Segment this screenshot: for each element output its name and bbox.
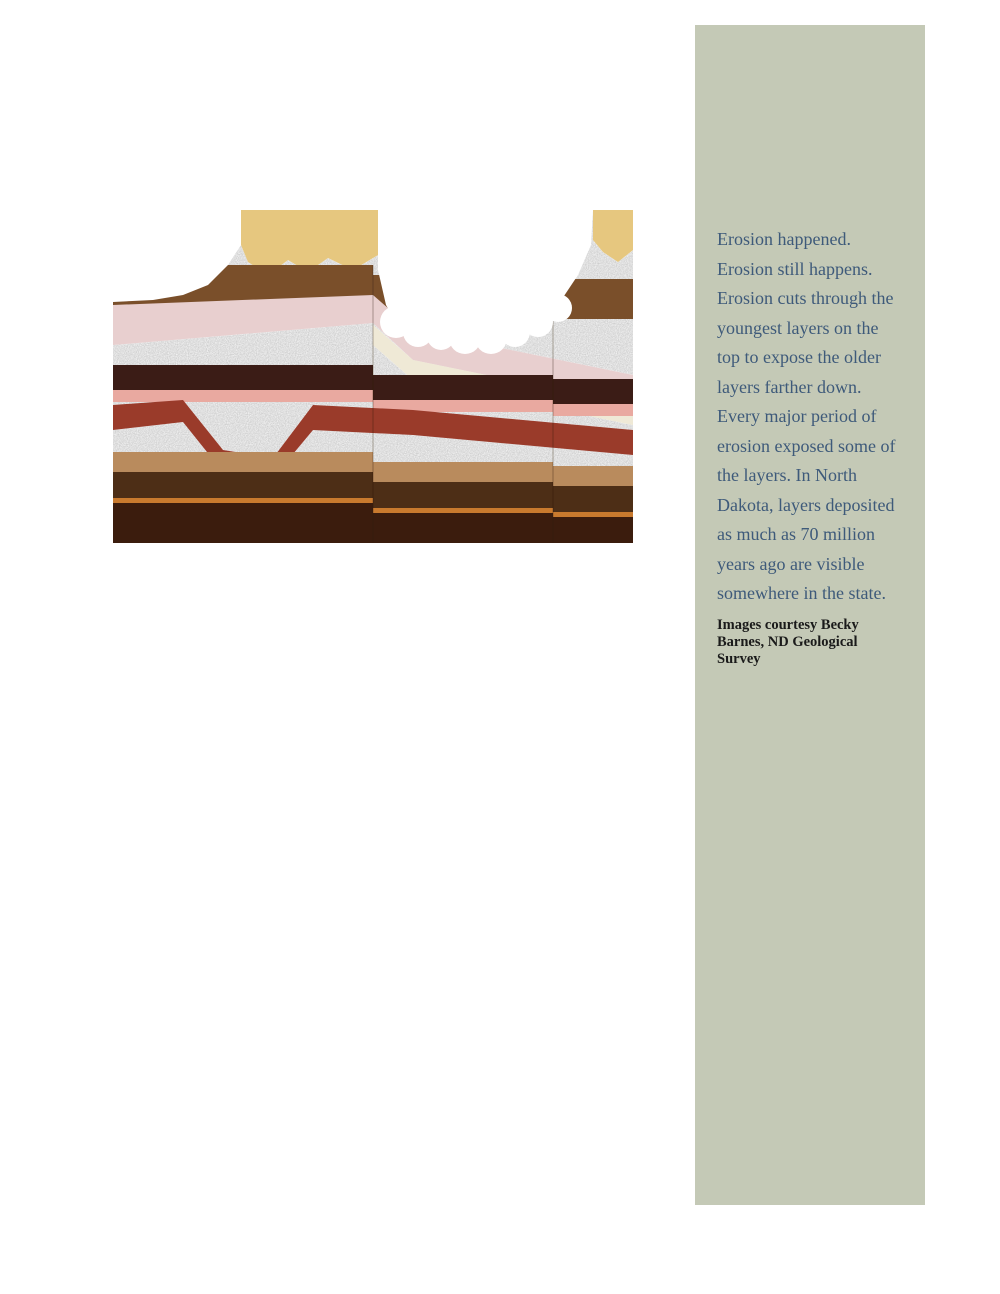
document-page: Erosion happened. Erosion still happens.… [0,0,1000,1294]
caption-sidebar: Erosion happened. Erosion still happens.… [695,25,925,1205]
erosion-scallop [544,294,572,322]
strata-svg [113,210,633,543]
caption-credit-text: Images courtesy Becky Barnes, ND Geologi… [717,617,903,668]
caption-body-text: Erosion happened. Erosion still happens.… [717,225,903,609]
strata-figure [113,210,633,543]
